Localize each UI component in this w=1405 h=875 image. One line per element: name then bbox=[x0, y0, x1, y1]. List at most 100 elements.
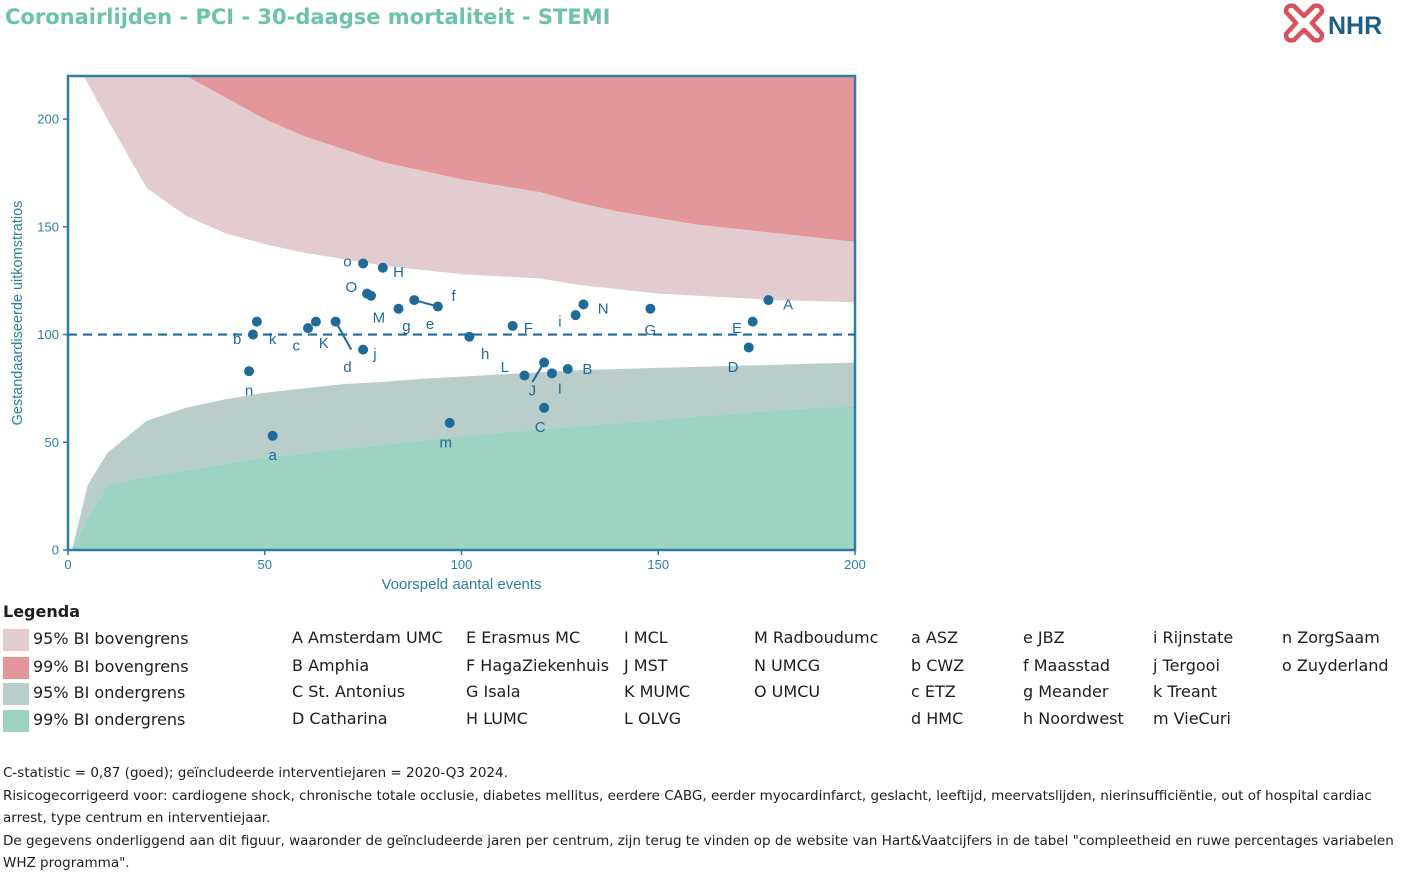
point-label-g: g bbox=[402, 318, 410, 335]
point-L bbox=[519, 370, 530, 381]
point-j bbox=[358, 344, 369, 355]
footer-notes: C-statistic = 0,87 (goed); geïncludeerde… bbox=[3, 762, 1403, 875]
nhr-knot-icon: NHR bbox=[1283, 3, 1382, 43]
footer-risk-adjustment: Risicogecorrigeerd voor: cardiogene shoc… bbox=[3, 787, 1372, 827]
point-label-c: c bbox=[292, 337, 300, 354]
x-tick-label: 100 bbox=[451, 557, 473, 572]
x-axis-label: Voorspeld aantal events bbox=[381, 576, 541, 593]
logo-text: NHR bbox=[1328, 12, 1382, 40]
legend-hospital-item: F HagaZiekenhuis bbox=[466, 656, 610, 675]
footer-data-source: De gegevens onderliggend aan dit figuur,… bbox=[3, 832, 1394, 872]
point-label-D: D bbox=[728, 359, 739, 376]
legend-hospital-item: A Amsterdam UMC bbox=[292, 628, 443, 647]
legend-hospital-item: G Isala bbox=[466, 682, 521, 701]
legend-hospital-item: c ETZ bbox=[911, 682, 956, 701]
point-leaders bbox=[334, 299, 545, 383]
legend-hospital-item: f Maasstad bbox=[1023, 656, 1111, 675]
confidence-bands bbox=[71, 76, 855, 550]
point-label-d: d bbox=[343, 359, 351, 376]
point-label-i: i bbox=[558, 314, 561, 331]
point-e bbox=[432, 301, 443, 312]
band-lower-95 bbox=[71, 362, 855, 550]
point-J bbox=[539, 357, 550, 368]
point-E bbox=[747, 316, 758, 327]
legend-hospital-item: J MST bbox=[624, 656, 668, 675]
legend-band-label: 95% BI bovengrens bbox=[33, 629, 189, 648]
point-F bbox=[507, 320, 518, 331]
point-D bbox=[743, 342, 754, 353]
y-tick-label: 200 bbox=[37, 112, 59, 127]
point-label-b: b bbox=[233, 331, 241, 348]
point-label-n: n bbox=[245, 383, 253, 400]
point-G bbox=[645, 303, 656, 314]
point-label-O: O bbox=[345, 279, 357, 296]
legend-hospital-item: o Zuyderland bbox=[1282, 656, 1389, 675]
legend-hospital-item: g Meander bbox=[1023, 682, 1109, 701]
point-h bbox=[464, 331, 475, 342]
legend-hospital-item: j Tergooi bbox=[1153, 656, 1220, 675]
legend-band-label: 99% BI bovengrens bbox=[33, 657, 189, 676]
point-C bbox=[539, 402, 550, 413]
point-a bbox=[267, 430, 278, 441]
point-d bbox=[330, 316, 341, 327]
point-k bbox=[251, 316, 262, 327]
point-b bbox=[247, 329, 258, 340]
legend-hospital-item: C St. Antonius bbox=[292, 682, 406, 701]
point-label-J: J bbox=[529, 383, 537, 400]
point-label-o: o bbox=[343, 253, 351, 270]
nhr-logo: NHR bbox=[1282, 2, 1404, 48]
point-A bbox=[763, 295, 774, 306]
point-O bbox=[362, 288, 373, 299]
point-label-e: e bbox=[426, 316, 434, 333]
point-label-H: H bbox=[393, 264, 404, 281]
legend-hospital-item: b CWZ bbox=[911, 656, 965, 675]
point-m bbox=[444, 417, 455, 428]
legend-hospital-item: D Catharina bbox=[292, 709, 388, 728]
x-tick-label: 200 bbox=[844, 557, 866, 572]
x-tick-label: 50 bbox=[258, 557, 272, 572]
point-B bbox=[562, 364, 573, 375]
point-c bbox=[303, 323, 314, 334]
point-o bbox=[358, 258, 369, 269]
point-label-E: E bbox=[732, 320, 742, 337]
axis-ticks: 0 50 100 150 200 0 50 100 150 200 bbox=[37, 112, 866, 572]
point-label-f: f bbox=[452, 288, 457, 305]
point-n bbox=[244, 366, 255, 377]
legend-hospital-item: H LUMC bbox=[466, 709, 528, 728]
band-layer bbox=[71, 76, 855, 550]
point-label-B: B bbox=[582, 361, 592, 378]
footer-c-statistic: C-statistic = 0,87 (goed); geïncludeerde… bbox=[3, 765, 508, 781]
point-H bbox=[377, 262, 388, 273]
y-tick-label: 150 bbox=[37, 219, 59, 234]
point-label-m: m bbox=[440, 434, 453, 451]
legend-hospital-item: h Noordwest bbox=[1023, 709, 1124, 728]
legend-swatch bbox=[3, 683, 29, 705]
legend-hospital-item: N UMCG bbox=[754, 656, 821, 675]
x-tick-label: 150 bbox=[647, 557, 669, 572]
page-title: Coronairlijden - PCI - 30-daagse mortali… bbox=[5, 5, 611, 29]
legend-hospital-item: M Radboudumc bbox=[754, 628, 879, 647]
legend-hospital-item: e JBZ bbox=[1023, 628, 1065, 647]
point-label-j: j bbox=[372, 346, 376, 363]
y-axis-label: Gestandaardiseerde uitkomstratios bbox=[10, 201, 26, 426]
band-upper-99 bbox=[83, 76, 855, 242]
y-tick-label: 100 bbox=[37, 327, 59, 342]
band-upper-95 bbox=[83, 76, 855, 303]
point-label-A: A bbox=[783, 296, 793, 313]
legend-hospital-item: i Rijnstate bbox=[1153, 628, 1234, 647]
leader-line-d bbox=[334, 321, 353, 351]
legend-hospital-item: O UMCU bbox=[754, 682, 821, 701]
point-label-C: C bbox=[535, 419, 546, 436]
x-tick-label: 0 bbox=[64, 557, 71, 572]
legend-hospital-item: B Amphia bbox=[292, 656, 370, 675]
legend-title: Legenda bbox=[3, 602, 80, 621]
legend-hospital-item: d HMC bbox=[911, 709, 964, 728]
legend-hospital-item: a ASZ bbox=[911, 628, 958, 647]
legend-hospital-item: m VieCuri bbox=[1153, 709, 1231, 728]
point-label-F: F bbox=[524, 320, 533, 337]
point-label-M: M bbox=[373, 309, 386, 326]
data-points bbox=[244, 258, 774, 441]
point-N bbox=[578, 299, 589, 310]
funnel-chart: 0 50 100 150 200 0 50 100 150 200 A E D G Ni B I L J C Fh m e… bbox=[10, 74, 866, 593]
point-i bbox=[570, 310, 581, 321]
